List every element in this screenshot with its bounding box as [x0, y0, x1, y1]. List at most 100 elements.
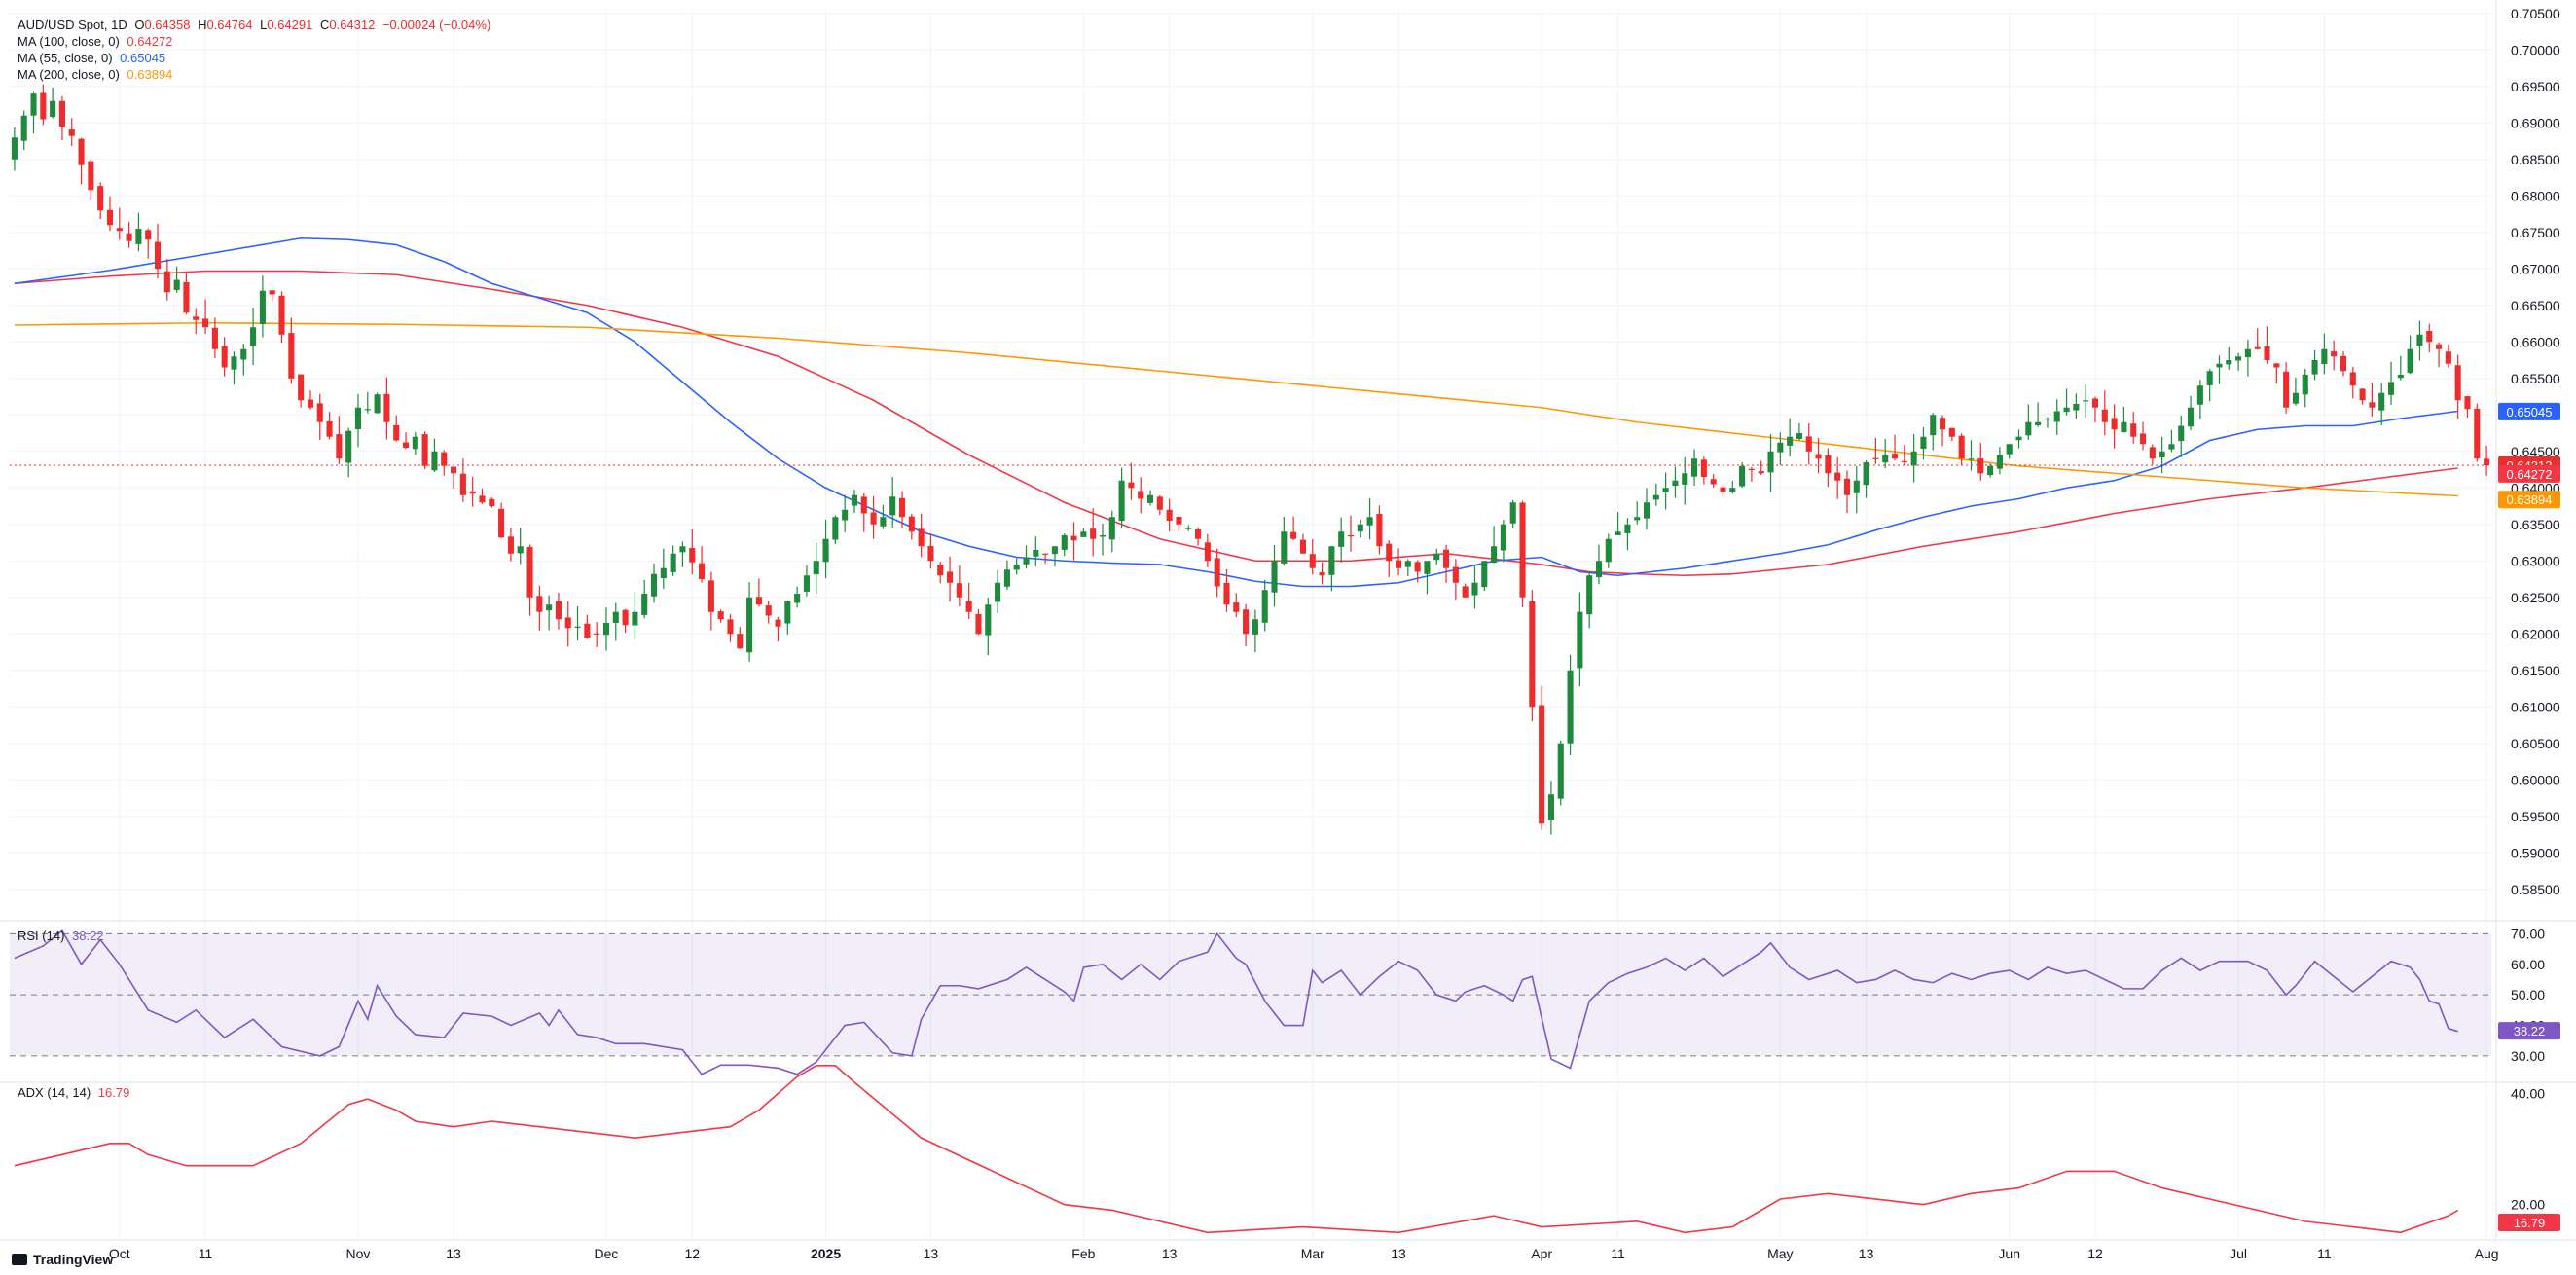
ma100-legend[interactable]: MA (100, close, 0) 0.64272 [18, 33, 176, 50]
candle-up [889, 496, 896, 516]
candle-down [775, 619, 781, 627]
candle-up [1185, 528, 1192, 529]
candle-up [1338, 531, 1345, 547]
candle-down [1462, 586, 1469, 598]
candle-down [898, 497, 906, 518]
candle-up [670, 553, 676, 572]
candle-down [2484, 458, 2490, 465]
grid [10, 10, 2491, 1238]
ma55-badge: 0.65045 [2507, 405, 2553, 419]
candle-down [402, 442, 410, 448]
candle-down [1825, 455, 1832, 474]
symbol-title[interactable]: AUD/USD Spot, 1D [18, 18, 127, 32]
candle-down [1805, 436, 1812, 452]
ma200-value: 0.63894 [127, 67, 173, 82]
time-tick-label: 12 [684, 1246, 700, 1261]
candle-down [689, 548, 696, 563]
candle-up [50, 100, 56, 117]
candle-up [1051, 546, 1058, 555]
candle-down [2264, 346, 2270, 360]
candle-up [135, 229, 142, 244]
ma55-badge-bg [2498, 402, 2560, 420]
candle-down [116, 228, 123, 232]
ma100-label: MA (100, close, 0) [18, 34, 120, 49]
candle-down [58, 100, 65, 127]
adx-legend[interactable]: ADX (14, 14) 16.79 [18, 1084, 133, 1101]
candle-down [40, 92, 47, 120]
candle-up [364, 409, 371, 411]
candle-up [1118, 480, 1125, 522]
time-tick-label: 13 [1162, 1246, 1178, 1261]
candle-down [2340, 355, 2347, 372]
tradingview-logo[interactable]: TradingView [12, 1252, 113, 1267]
candle-up [2292, 392, 2299, 404]
candle-up [431, 451, 438, 471]
candle-up [794, 594, 801, 603]
candle-down [1815, 454, 1822, 459]
candle-up [2235, 356, 2242, 361]
candle-up [1662, 488, 1669, 492]
candle-down [202, 318, 209, 328]
price-tick-label: 0.70000 [2511, 42, 2560, 57]
candle-down [956, 583, 962, 598]
brand-name: TradingView [33, 1252, 114, 1267]
candle-up [2178, 425, 2185, 442]
price-tick-label: 0.60000 [2511, 772, 2560, 787]
tradingview-icon [12, 1254, 27, 1265]
candle-up [2378, 392, 2385, 411]
candle-up [1863, 462, 1869, 486]
rsi-tick-label: 50.00 [2511, 987, 2545, 1002]
candle-up [1099, 535, 1107, 537]
candle-up [2073, 404, 2080, 411]
time-tick-label: Mar [1301, 1246, 1324, 1261]
candle-down [717, 611, 724, 620]
candle-up [632, 611, 638, 626]
candle-up [660, 567, 667, 579]
candle-down [1443, 549, 1450, 568]
time-tick-label: 2025 [811, 1246, 841, 1261]
candle-down [2445, 351, 2451, 364]
candle-up [1108, 517, 1115, 540]
price-tick-label: 0.62500 [2511, 590, 2560, 605]
candle-down [221, 346, 228, 368]
price-axis[interactable]: 0.70500 0.70000 0.69500 0.69000 0.68500 0.680… [2511, 6, 2560, 897]
ma200-badge: 0.63894 [2507, 492, 2553, 507]
candle-down [1042, 553, 1049, 555]
candle-up [1767, 451, 1774, 473]
candle-down [2426, 331, 2433, 343]
candle-down [2283, 371, 2290, 408]
candle-up [1357, 524, 1363, 532]
ma100-value: 0.64272 [127, 34, 173, 49]
candle-down [1834, 472, 1841, 481]
candle-up [173, 279, 180, 290]
candle-up [2397, 375, 2404, 379]
candle-down [555, 601, 562, 620]
candle-up [1920, 436, 1927, 450]
rsi-badge-bg [2498, 1022, 2560, 1040]
candle-down [699, 563, 706, 579]
candle-up [1261, 590, 1268, 623]
candle-up [832, 517, 839, 540]
candle-down [78, 138, 85, 165]
time-tick-label: 13 [446, 1246, 461, 1261]
candle-down [211, 327, 218, 349]
candle-down [1901, 460, 1907, 463]
candle-down [1128, 482, 1135, 489]
rsi-legend[interactable]: RSI (14) 38.22 [18, 928, 108, 944]
candle-down [383, 393, 390, 422]
candle-up [1577, 611, 1583, 669]
candle-up [1252, 619, 1258, 635]
ma55-label: MA (55, close, 0) [18, 51, 113, 65]
candle-down [564, 617, 571, 629]
time-tick-label: 11 [199, 1246, 213, 1261]
time-axis[interactable]: Oct 11 Nov 13 Dec 12 2025 13 Feb 13 Mar 13 Apr 11 May 1… [109, 1246, 2499, 1261]
candle-up [784, 601, 791, 624]
price-tick-label: 0.63000 [2511, 553, 2560, 568]
candle-down [536, 596, 543, 612]
candle-down [278, 295, 285, 335]
ma55-legend[interactable]: MA (55, close, 0) 0.65045 [18, 50, 169, 66]
ma200-legend[interactable]: MA (200, close, 0) 0.63894 [18, 66, 176, 83]
candle-down [106, 209, 114, 226]
candle-down [2464, 396, 2471, 410]
